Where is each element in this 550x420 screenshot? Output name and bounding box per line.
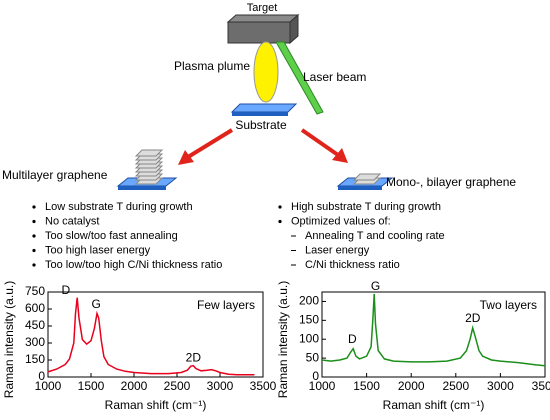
y-tick-label: 100 xyxy=(299,331,319,345)
y-tick-label: 0 xyxy=(38,369,45,383)
graphene-stack xyxy=(134,149,164,185)
bullet-dot xyxy=(278,205,282,209)
y-tick-label: 600 xyxy=(25,301,45,315)
x-tick-label: 1500 xyxy=(353,379,380,393)
bullet-dot xyxy=(278,219,282,224)
sub-bullet: Laser energy xyxy=(305,244,370,256)
y-tick-label: 300 xyxy=(25,335,45,349)
bullet-dot xyxy=(32,219,36,224)
x-tick-label: 2000 xyxy=(121,379,148,393)
x-tick-label: 1000 xyxy=(309,379,336,393)
target-top xyxy=(226,14,300,23)
peak-label: 2D xyxy=(186,350,202,364)
sub-bullet: Annealing T and cooling rate xyxy=(305,230,445,242)
laser-beam xyxy=(275,41,324,115)
bullet: Too low/too high C/Ni thickness ratio xyxy=(45,259,222,271)
peak-label: G xyxy=(371,279,380,293)
x-tick-label: 2500 xyxy=(442,379,469,393)
target-front xyxy=(227,21,291,44)
x-tick-label: 3500 xyxy=(250,379,277,393)
bullet-dot xyxy=(32,205,36,209)
annotation: Few layers xyxy=(197,298,255,312)
left-title: Multilayer graphene xyxy=(2,168,108,182)
y-tick-label: 750 xyxy=(25,284,45,298)
sub-bullet: C/Ni thickness ratio xyxy=(305,259,400,271)
plot-frame xyxy=(321,291,546,378)
plot-frame xyxy=(47,291,264,378)
peak-label: G xyxy=(91,297,100,311)
peak-label: D xyxy=(61,283,70,297)
substrate-front xyxy=(232,112,288,116)
x-tick-label: 1000 xyxy=(35,379,62,393)
substrate-small-front xyxy=(338,186,382,190)
substrate-label: Substrate xyxy=(235,118,287,132)
x-tick-label: 2000 xyxy=(398,379,425,393)
x-tick-label: 3000 xyxy=(207,379,234,393)
peak-label: D xyxy=(348,332,357,346)
bullet: Optimized values of: xyxy=(291,215,391,227)
y-tick-label: 150 xyxy=(25,352,45,366)
y-tick-label: 150 xyxy=(299,313,319,327)
lists: Low substrate T during growth No catalyst… xyxy=(32,201,445,271)
x-tick-label: 1500 xyxy=(78,379,105,393)
laser-label: Laser beam xyxy=(303,70,366,84)
y-tick-label: 0 xyxy=(312,369,319,383)
x-axis-label: Raman shift (cm⁻¹) xyxy=(105,398,207,412)
substrate-small-front xyxy=(118,186,166,190)
bullet: Too high laser energy xyxy=(45,244,151,256)
plasma-plume xyxy=(253,41,279,103)
annotation: Two layers xyxy=(480,298,537,312)
bullet: No catalyst xyxy=(45,215,99,227)
x-tick-label: 3000 xyxy=(487,379,514,393)
arrowhead xyxy=(332,148,348,163)
x-tick-label: 2500 xyxy=(164,379,191,393)
bullet-dot xyxy=(32,263,36,267)
bullet: High substrate T during growth xyxy=(291,201,441,213)
bullet-dot xyxy=(32,248,36,253)
y-tick-label: 450 xyxy=(25,318,45,332)
y-axis-label: Raman intensity (a.u.) xyxy=(276,281,290,398)
spectrum xyxy=(47,297,255,376)
arrow xyxy=(186,128,234,159)
arrowhead xyxy=(178,150,194,165)
y-tick-label: 50 xyxy=(306,350,320,364)
x-tick-label: 3500 xyxy=(532,379,550,393)
arrow xyxy=(300,128,340,157)
plume-label: Plasma plume xyxy=(174,59,250,73)
target-label: Target xyxy=(247,2,278,14)
bullet: Low substrate T during growth xyxy=(45,201,193,213)
x-axis-label: Raman shift (cm⁻¹) xyxy=(383,398,485,412)
y-axis-label: Raman intensity (a.u.) xyxy=(2,281,16,398)
right-title: Mono-, bilayer graphene xyxy=(386,175,516,189)
substrate-top xyxy=(230,103,298,113)
y-tick-label: 200 xyxy=(299,294,319,308)
peak-label: 2D xyxy=(465,311,481,325)
spectrum xyxy=(321,293,546,367)
bullet: Too slow/too fast annealing xyxy=(45,230,178,242)
bullet-dot xyxy=(32,234,36,238)
graphene-bilayer xyxy=(352,173,382,185)
